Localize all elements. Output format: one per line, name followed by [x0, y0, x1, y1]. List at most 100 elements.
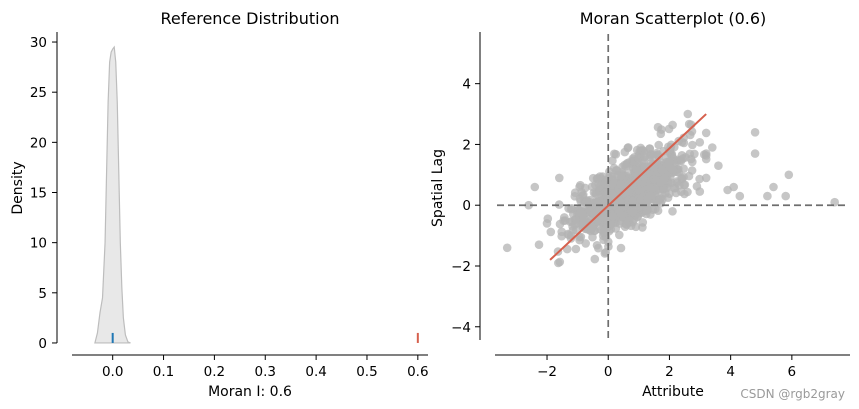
scatter-point	[735, 191, 745, 201]
scatter-point	[560, 213, 569, 222]
scatter-point	[671, 188, 681, 198]
scatter-point	[564, 230, 574, 240]
scatter-point	[695, 174, 704, 184]
scatter-point	[608, 156, 617, 165]
scatter-point	[530, 182, 540, 192]
scatter-point	[692, 182, 702, 191]
scatter-point	[701, 128, 711, 138]
scatter-point	[729, 182, 738, 192]
scatter-point	[667, 164, 677, 174]
scatter-point	[695, 138, 705, 147]
scatter-point	[700, 150, 709, 159]
scatter-point	[576, 208, 585, 217]
scatter-point	[571, 244, 581, 254]
scatter-point	[708, 143, 717, 152]
scatter-point	[554, 200, 564, 209]
scatter-point	[628, 207, 638, 217]
scatter-point	[763, 191, 772, 201]
scatter-point	[615, 230, 624, 240]
left-x-axis-label: Moran I: 0.6	[208, 384, 292, 400]
right-y-tick-label: −4	[451, 320, 471, 336]
scatter-point	[632, 145, 642, 155]
scatter-point	[655, 195, 664, 204]
scatter-point	[642, 209, 651, 219]
left-y-tick-label: 30	[30, 35, 47, 51]
scatter-point	[620, 147, 630, 157]
left-x-ticks: 0.0 0.1 0.2 0.3 0.4 0.5 0.6	[102, 355, 429, 380]
scatter-point	[555, 219, 565, 229]
scatter-point	[579, 215, 588, 225]
left-y-tick-label: 20	[30, 135, 47, 151]
scatter-point	[750, 149, 760, 158]
scatter-point	[524, 200, 533, 210]
scatter-point	[681, 153, 690, 162]
right-chart-title: Moran Scatterplot (0.6)	[580, 9, 767, 28]
scatter-point	[616, 243, 626, 253]
scatter-point	[781, 191, 790, 201]
right-y-tick-label: 4	[462, 77, 471, 93]
kde-density-curve	[94, 45, 131, 344]
scatter-points	[502, 109, 839, 268]
scatter-point	[610, 149, 619, 159]
scatter-point	[546, 227, 556, 237]
scatter-point	[645, 144, 654, 153]
left-x-tick-label: 0.0	[102, 364, 123, 380]
scatter-point	[750, 128, 760, 137]
left-chart-title: Reference Distribution	[161, 9, 340, 28]
right-y-tick-label: 2	[462, 137, 471, 153]
regression-line-group	[549, 113, 707, 261]
scatter-point	[784, 170, 794, 180]
scatter-point	[577, 188, 586, 197]
scatter-point	[642, 197, 651, 207]
scatter-point	[608, 211, 618, 221]
scatter-point	[656, 178, 665, 187]
scatter-point	[830, 197, 839, 207]
scatter-point	[576, 232, 586, 242]
left-x-tick-label: 0.3	[255, 364, 276, 380]
scatter-point	[588, 232, 597, 242]
scatter-point	[668, 207, 677, 216]
scatter-point	[557, 231, 566, 241]
scatter-point	[590, 254, 600, 264]
left-x-tick-label: 0.5	[356, 364, 377, 380]
scatter-point	[555, 257, 565, 267]
scatter-point	[622, 220, 631, 229]
scatter-point	[623, 168, 633, 178]
scatter-point	[570, 192, 580, 201]
right-x-tick-label: 4	[726, 364, 735, 380]
left-x-tick-label: 0.6	[407, 364, 428, 380]
scatter-point	[640, 152, 649, 162]
regression-line	[549, 113, 707, 261]
scatter-point	[599, 228, 609, 237]
right-x-tick-label: −2	[537, 364, 557, 380]
scatter-point	[542, 219, 552, 228]
scatter-point	[609, 178, 618, 188]
right-x-tick-label: 2	[665, 364, 674, 380]
scatter-point	[608, 190, 618, 200]
scatter-point	[502, 243, 512, 253]
right-y-ticks: −4 −2 0 2 4	[451, 77, 480, 336]
right-x-tick-label: 0	[604, 364, 613, 380]
left-y-ticks: 0 5 10 15 20 25 30	[30, 35, 57, 352]
left-y-tick-label: 0	[38, 336, 47, 352]
scatter-point	[683, 109, 693, 119]
scatter-point	[714, 161, 723, 170]
right-x-ticks: −2 0 2 4 6	[537, 355, 796, 380]
scatter-point	[638, 218, 648, 227]
left-y-axis-label: Density	[10, 161, 26, 214]
left-x-tick-label: 0.4	[305, 364, 326, 380]
reference-lines	[497, 34, 848, 342]
scatter-point	[680, 180, 690, 189]
scatter-point	[622, 161, 631, 171]
scatter-point	[604, 237, 613, 247]
scatter-point	[587, 224, 596, 234]
scatter-point	[571, 219, 581, 228]
left-x-tick-label: 0.2	[204, 364, 225, 380]
moran-scatterplot-panel: Moran Scatterplot (0.6) −2 0 2 4 6 −4 −2 0 2 4 A…	[430, 9, 850, 400]
scatter-point	[588, 173, 598, 183]
scatter-point	[654, 140, 663, 150]
scatter-point	[656, 129, 666, 139]
scatter-point	[657, 166, 667, 175]
left-plot-area	[94, 45, 419, 344]
